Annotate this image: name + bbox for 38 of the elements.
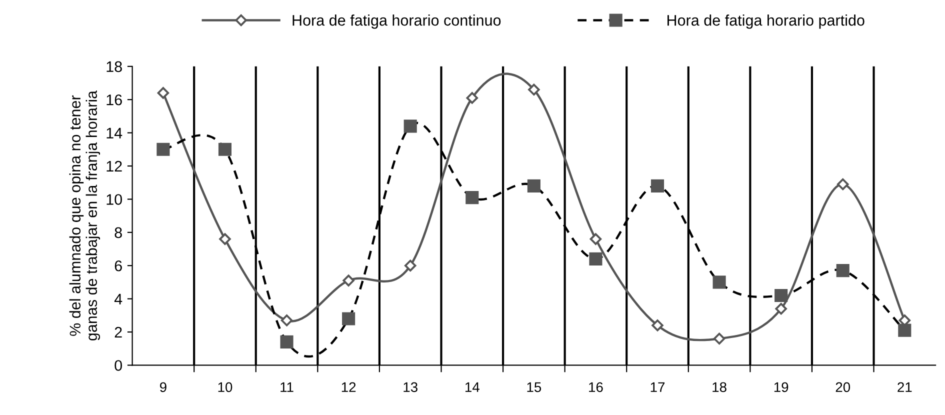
point (652, 319, 664, 332)
x-tick-label: 20 (836, 382, 850, 392)
point (157, 87, 170, 99)
y-tick-label: 4 (114, 294, 122, 304)
x-tick-label: 10 (218, 382, 232, 392)
y-tick-label: 0 (114, 360, 122, 371)
y-tick-label: 2 (114, 326, 122, 338)
x-tick-label: 11 (280, 382, 294, 392)
point (775, 302, 787, 315)
x-tick-label: 18 (712, 382, 726, 392)
point (528, 84, 540, 96)
point (280, 314, 293, 326)
point (836, 178, 849, 190)
legend-label: Hora de fatiga horario partido (668, 14, 864, 29)
point (713, 332, 726, 345)
y-axis-title: % del alumnado que opina no tener ganas de trabajar en la franja horaria (69, 90, 100, 340)
y-tick-label: 10 (106, 194, 122, 205)
point (590, 233, 602, 245)
y-tick-label: 18 (106, 61, 122, 72)
x-tick-label: 9 (160, 382, 166, 392)
x-tick-label: 13 (404, 382, 418, 392)
point (404, 260, 416, 272)
x-tick-label: 14 (465, 382, 480, 392)
x-tick-label: 15 (527, 382, 542, 392)
point (219, 233, 231, 245)
x-tick-label: 17 (650, 382, 665, 392)
point (342, 274, 354, 286)
y-tick-label: 14 (106, 128, 122, 138)
y-tick-label: 16 (106, 94, 122, 106)
legend-label: Hora de fatiga horario continuo (292, 14, 501, 29)
y-tick-label: 6 (114, 260, 122, 272)
point (466, 92, 478, 104)
x-tick-label: 19 (774, 382, 788, 392)
x-tick-label: 21 (898, 382, 912, 392)
x-tick-label: 12 (342, 382, 356, 392)
y-tick-label: 8 (114, 227, 122, 238)
x-tick-label: 16 (589, 382, 603, 392)
y-tick-label: 12 (106, 160, 122, 172)
